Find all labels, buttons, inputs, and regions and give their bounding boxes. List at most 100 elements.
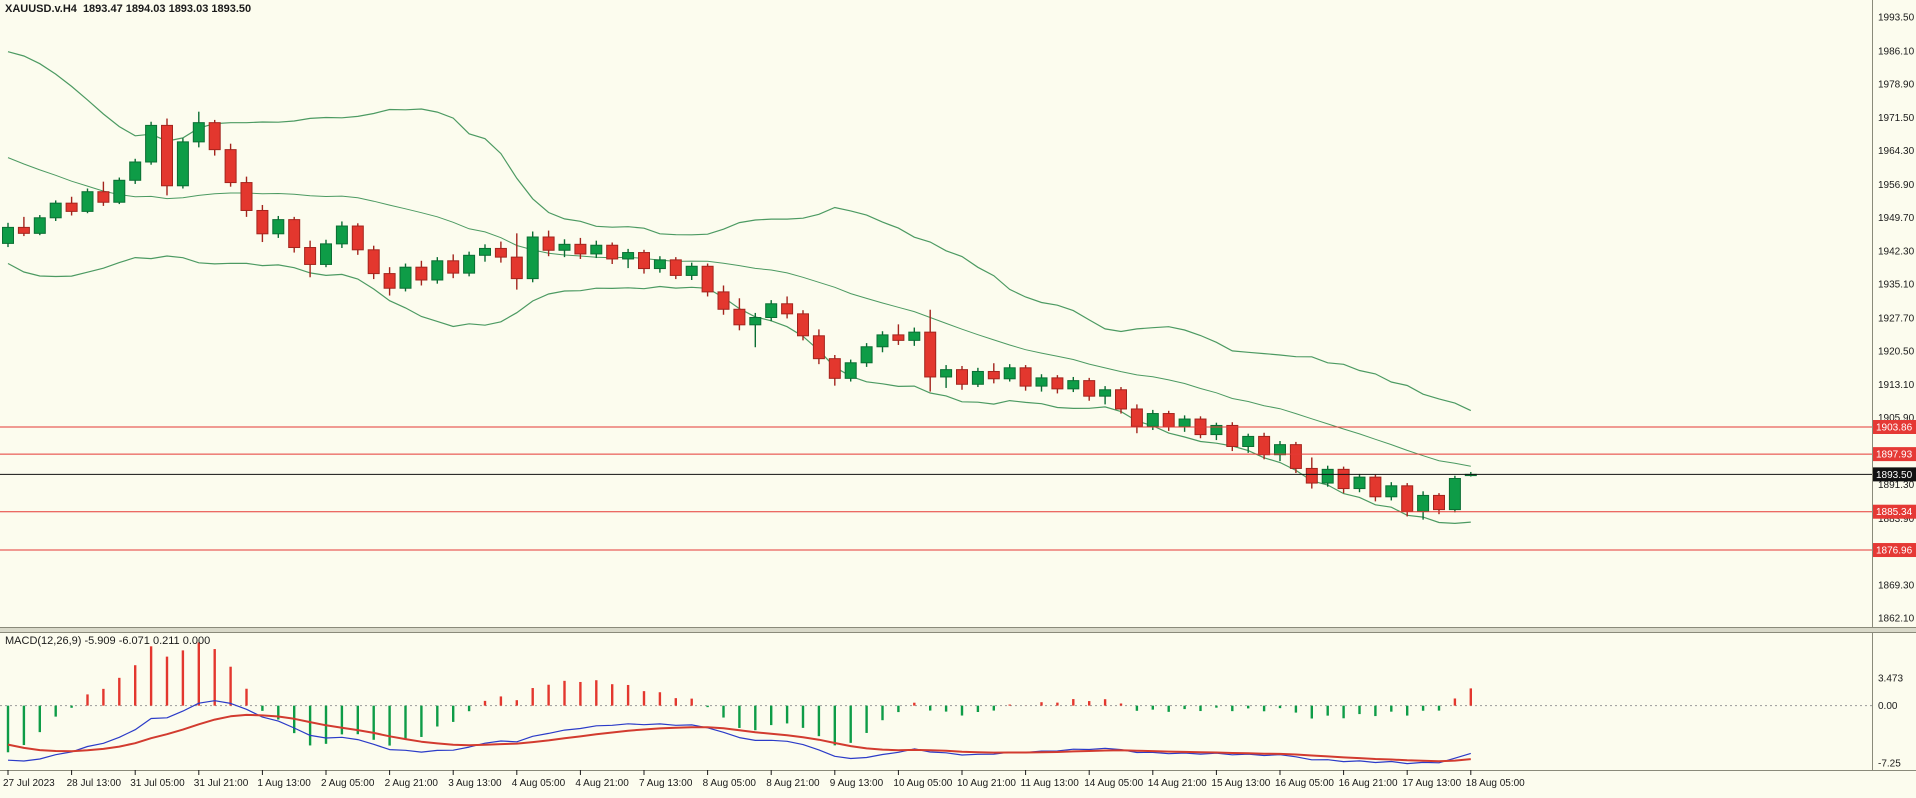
candle bbox=[1019, 367, 1032, 387]
candle bbox=[797, 313, 809, 337]
macd-main-line bbox=[7, 700, 1471, 765]
candle bbox=[1099, 389, 1112, 397]
price-axis-tick-label: 1978.90 bbox=[1878, 79, 1915, 90]
candle bbox=[399, 266, 412, 289]
time-axis-label: 8 Aug 21:00 bbox=[766, 778, 820, 789]
horizontal-level-line[interactable]: 1885.34 bbox=[0, 504, 1916, 519]
candle bbox=[1051, 377, 1064, 390]
candle bbox=[176, 141, 189, 187]
candle bbox=[940, 369, 953, 378]
level-price-tag bbox=[1873, 543, 1916, 558]
level-price-tag bbox=[1873, 504, 1916, 519]
time-axis-label: 10 Aug 21:00 bbox=[957, 778, 1016, 789]
time-axis-label: 4 Aug 21:00 bbox=[575, 778, 629, 789]
time-axis-label: 31 Jul 05:00 bbox=[130, 778, 185, 789]
horizontal-level-line[interactable]: 1876.96 bbox=[0, 543, 1916, 558]
level-price-tag-label: 1897.93 bbox=[1876, 450, 1913, 461]
candle bbox=[1003, 367, 1016, 380]
candle bbox=[1210, 424, 1223, 436]
macd-axis-tick-label: -7.25 bbox=[1878, 758, 1901, 769]
time-axis[interactable]: 27 Jul 2023 28 Jul 13:00 31 Jul 05:00 31 Ju… bbox=[0, 770, 1916, 789]
splitter-bar[interactable] bbox=[0, 627, 1916, 632]
time-axis-label: 9 Aug 13:00 bbox=[830, 778, 884, 789]
macd-panel[interactable]: 3.473 0.00 -7.25 bbox=[0, 642, 1903, 769]
time-axis-label: 1 Aug 13:00 bbox=[257, 778, 311, 789]
candle bbox=[987, 370, 1000, 380]
candle bbox=[510, 256, 523, 280]
candle bbox=[192, 122, 205, 143]
candle bbox=[335, 225, 348, 245]
time-axis-label: 11 Aug 13:00 bbox=[1021, 778, 1080, 789]
price-axis-tick-label: 1986.10 bbox=[1878, 46, 1915, 57]
horizontal-level-line[interactable]: 1897.93 bbox=[0, 447, 1916, 462]
macd-axis-tick-label: 3.473 bbox=[1878, 674, 1903, 685]
horizontal-level-line[interactable]: 1903.86 bbox=[0, 419, 1916, 434]
candle bbox=[908, 331, 921, 341]
candle bbox=[669, 259, 682, 276]
candle bbox=[542, 236, 555, 251]
price-axis-tick-label: 1920.50 bbox=[1878, 346, 1915, 357]
candle bbox=[320, 243, 332, 265]
candle bbox=[49, 202, 62, 219]
candle bbox=[1274, 444, 1286, 456]
candle bbox=[240, 182, 253, 211]
candle bbox=[65, 202, 78, 212]
candle bbox=[383, 273, 396, 289]
candle bbox=[1067, 380, 1080, 390]
candle bbox=[1226, 424, 1239, 447]
candle bbox=[574, 243, 587, 255]
panel-splitter[interactable] bbox=[0, 627, 1916, 633]
candle bbox=[367, 249, 380, 275]
macd-signal-line bbox=[7, 713, 1471, 763]
candle bbox=[924, 331, 937, 378]
candle bbox=[1417, 494, 1430, 512]
candle bbox=[224, 149, 237, 184]
candle bbox=[1353, 476, 1366, 490]
candle bbox=[526, 236, 539, 280]
candle bbox=[876, 334, 889, 348]
candle bbox=[97, 191, 110, 203]
price-axis-tick-label: 1956.90 bbox=[1878, 180, 1915, 191]
candle bbox=[733, 308, 746, 326]
candle bbox=[1448, 477, 1461, 511]
candle bbox=[431, 260, 444, 281]
candle bbox=[685, 265, 698, 276]
price-axis[interactable]: 1993.50 1986.10 1978.90 1971.50 1964.30 1956.… bbox=[1872, 0, 1915, 770]
candle bbox=[494, 247, 507, 258]
candle bbox=[351, 225, 364, 251]
level-price-tag-label: 1903.86 bbox=[1876, 422, 1913, 433]
price-axis-tick-label: 1971.50 bbox=[1878, 113, 1915, 124]
current-price-tag-label: 1893.50 bbox=[1876, 470, 1913, 481]
price-axis-tick-label: 1905.90 bbox=[1878, 413, 1915, 424]
level-price-tag bbox=[1873, 447, 1916, 462]
candle bbox=[1433, 494, 1445, 511]
candle bbox=[956, 369, 968, 385]
candle bbox=[447, 260, 460, 274]
candle bbox=[1162, 413, 1175, 428]
candle bbox=[1146, 413, 1159, 427]
candle bbox=[812, 335, 825, 360]
candle bbox=[558, 243, 571, 251]
price-axis-tick-label: 1891.30 bbox=[1878, 480, 1915, 491]
candle bbox=[1321, 468, 1334, 484]
current-price-tag bbox=[1873, 467, 1916, 482]
time-axis-label: 15 Aug 13:00 bbox=[1211, 778, 1270, 789]
candle bbox=[606, 244, 619, 260]
candle bbox=[2, 226, 14, 244]
price-axis-tick-label: 1913.10 bbox=[1878, 380, 1915, 391]
time-axis-label: 4 Aug 05:00 bbox=[512, 778, 566, 789]
candle bbox=[1289, 444, 1302, 469]
candle bbox=[653, 259, 666, 270]
candle bbox=[1178, 418, 1191, 428]
candle bbox=[1242, 435, 1255, 447]
macd-axis-tick-label: 0.00 bbox=[1878, 701, 1898, 712]
time-axis-label: 18 Aug 05:00 bbox=[1466, 778, 1525, 789]
bollinger-bands bbox=[7, 51, 1472, 525]
candle bbox=[1130, 408, 1143, 427]
time-axis-label: 7 Aug 13:00 bbox=[639, 778, 693, 789]
candle bbox=[145, 124, 158, 163]
candle bbox=[304, 247, 317, 265]
candle bbox=[1337, 468, 1350, 490]
